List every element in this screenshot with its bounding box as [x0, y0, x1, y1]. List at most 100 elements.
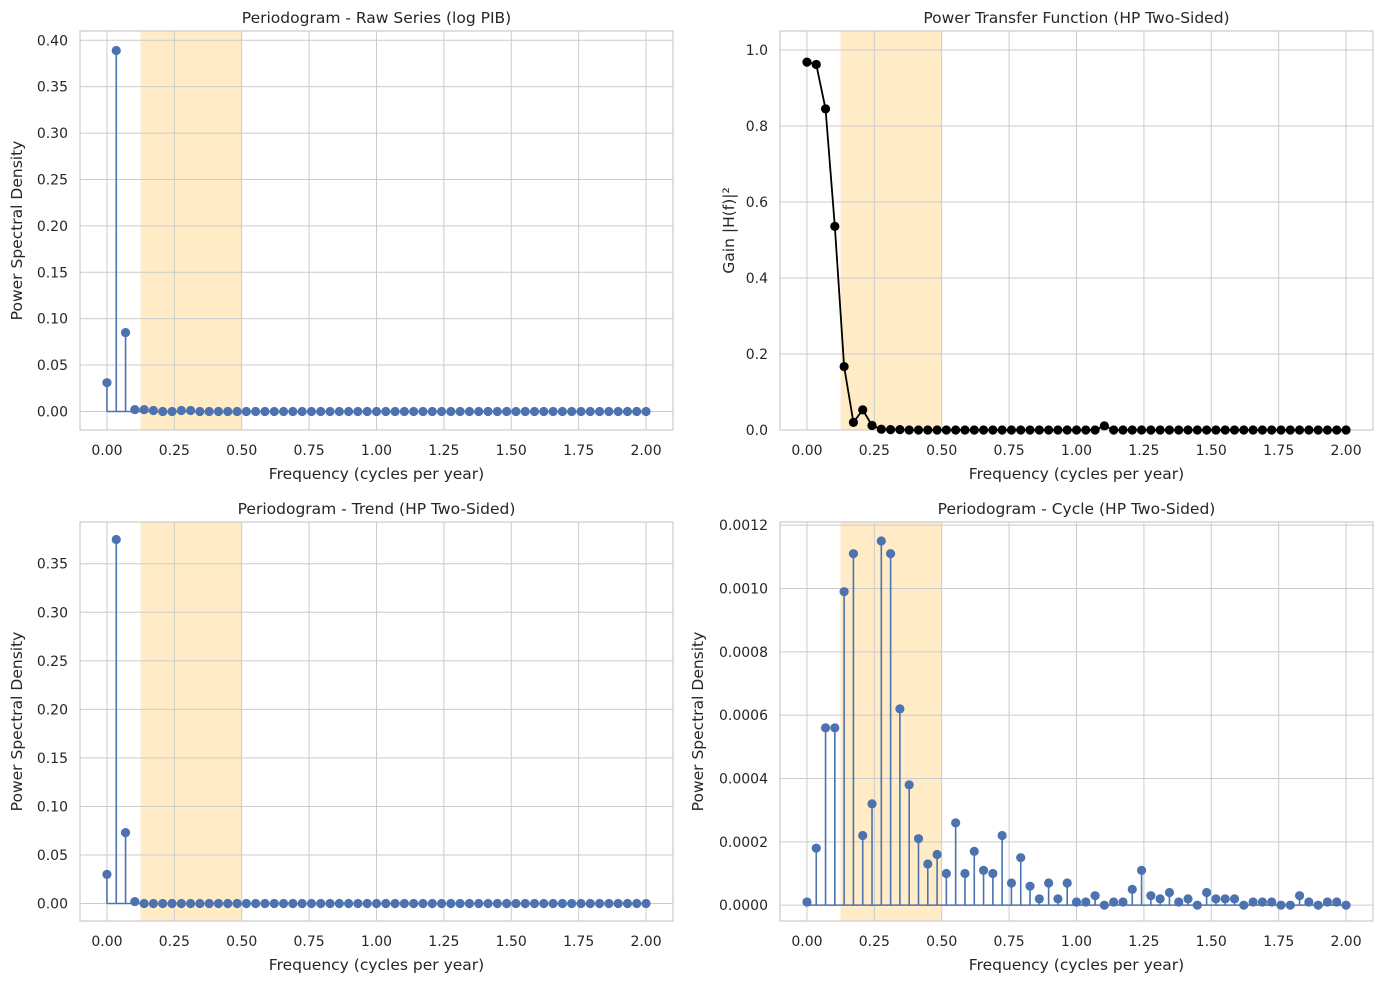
stem-marker — [297, 406, 307, 417]
stem-marker — [418, 406, 428, 417]
panel-cycle: 0.00 0.25 0.50 0.75 1.00 1.25 1.50 1.75 2.00 0.00… — [689, 500, 1374, 974]
gain-marker — [1183, 425, 1193, 435]
stem-marker — [474, 898, 484, 909]
stem-marker — [139, 898, 149, 909]
stem-marker — [381, 898, 391, 909]
gain-marker — [1229, 425, 1240, 435]
x-tick-label: 0.25 — [159, 443, 190, 459]
stem-marker — [176, 898, 186, 909]
stem-marker — [520, 898, 530, 909]
stem-marker — [102, 869, 112, 880]
axes-frame — [79, 30, 674, 431]
stem-marker — [288, 898, 298, 909]
stem-marker — [511, 406, 521, 417]
stem-marker — [1211, 894, 1221, 904]
stem-marker — [362, 898, 372, 909]
stem-marker — [632, 406, 642, 417]
x-tick-label: 0.75 — [294, 443, 325, 459]
stem-marker — [576, 406, 586, 417]
gain-marker — [1220, 425, 1230, 435]
stem-marker — [1006, 878, 1017, 888]
stem-marker — [858, 830, 868, 841]
gain-marker — [1099, 421, 1109, 431]
x-axis-label: Frequency (cycles per year) — [969, 956, 1184, 974]
y-tick-label: 0.0010 — [719, 582, 768, 598]
gain-marker — [1202, 425, 1212, 435]
x-tick-label: 0.75 — [994, 934, 1025, 950]
stem-marker — [1276, 900, 1286, 910]
gain-marker — [1062, 425, 1072, 435]
stem-marker — [269, 406, 279, 417]
stem-marker — [1071, 897, 1082, 907]
stem-marker — [158, 898, 168, 909]
stem-marker — [130, 896, 140, 907]
gain-marker — [1155, 425, 1165, 435]
y-tick-label: 0.30 — [37, 605, 68, 621]
stem-marker — [102, 378, 112, 388]
gain-marker — [1136, 425, 1147, 435]
x-tick-label: 0.50 — [926, 443, 957, 459]
stem-marker — [260, 898, 270, 909]
gain-marker — [1267, 425, 1277, 435]
y-tick-label: 0.8 — [746, 119, 768, 135]
stem-marker — [362, 406, 372, 417]
stem-marker — [604, 898, 614, 909]
gain-marker — [960, 425, 970, 435]
stem-marker — [1118, 897, 1128, 907]
y-tick-label: 0.35 — [37, 80, 68, 96]
x-tick-label: 1.50 — [1196, 443, 1227, 459]
stem-marker — [641, 898, 651, 909]
stem-marker — [492, 406, 502, 417]
stem-marker — [204, 406, 214, 417]
gain-marker — [858, 405, 868, 415]
stem-marker — [167, 898, 177, 909]
stem-marker — [1239, 900, 1249, 910]
x-tick-label: 1.00 — [1061, 443, 1092, 459]
stem-marker — [1257, 897, 1268, 907]
stem-marker — [1322, 897, 1333, 907]
gain-marker — [867, 420, 877, 431]
stem-marker — [111, 45, 121, 56]
stem-marker — [585, 898, 595, 909]
y-tick-label: 0.0006 — [719, 708, 768, 724]
x-tick-label: 0.00 — [91, 443, 122, 459]
stem-marker — [1127, 884, 1137, 894]
stem-marker — [567, 898, 577, 909]
gain-marker — [1025, 425, 1035, 435]
gain-marker — [997, 425, 1007, 435]
stem-marker — [539, 406, 549, 417]
y-tick-label: 0.05 — [37, 848, 68, 864]
stem-marker — [1192, 900, 1202, 910]
x-tick-label: 0.50 — [226, 934, 257, 950]
stem-marker — [539, 898, 549, 909]
stem-marker — [604, 406, 614, 417]
x-tick-label: 0.25 — [159, 934, 190, 950]
gain-marker — [1304, 425, 1314, 435]
stem-marker — [390, 898, 400, 909]
gain-marker — [802, 57, 812, 67]
stem-marker — [158, 406, 168, 417]
plot-title: Power Transfer Function (HP Two-Sided) — [923, 9, 1229, 27]
x-tick-label: 0.75 — [294, 934, 325, 950]
x-tick-label: 1.75 — [563, 443, 594, 459]
stem-marker — [802, 897, 812, 907]
y-tick-label: 0.20 — [37, 702, 68, 718]
x-tick-label: 2.00 — [630, 934, 661, 950]
stem-marker — [557, 406, 568, 417]
y-tick-label: 0.4 — [746, 271, 768, 287]
stem-marker — [594, 406, 605, 417]
stem-marker — [1090, 891, 1100, 901]
x-tick-label: 1.25 — [1128, 443, 1159, 459]
stem-marker — [120, 828, 131, 838]
y-tick-label: 0.15 — [37, 751, 68, 767]
y-tick-label: 0.6 — [746, 195, 768, 211]
plot-title: Periodogram - Trend (HP Two-Sided) — [238, 500, 516, 518]
gain-marker — [1146, 425, 1156, 435]
y-tick-label: 0.10 — [37, 799, 68, 815]
stem-marker — [195, 898, 205, 909]
gain-marker — [839, 361, 849, 372]
x-tick-label: 2.00 — [1330, 443, 1361, 459]
y-tick-label: 0.00 — [37, 897, 68, 913]
y-tick-label: 1.0 — [746, 43, 768, 59]
